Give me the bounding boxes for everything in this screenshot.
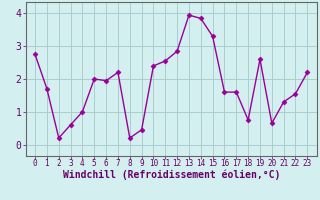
X-axis label: Windchill (Refroidissement éolien,°C): Windchill (Refroidissement éolien,°C) (62, 169, 280, 180)
